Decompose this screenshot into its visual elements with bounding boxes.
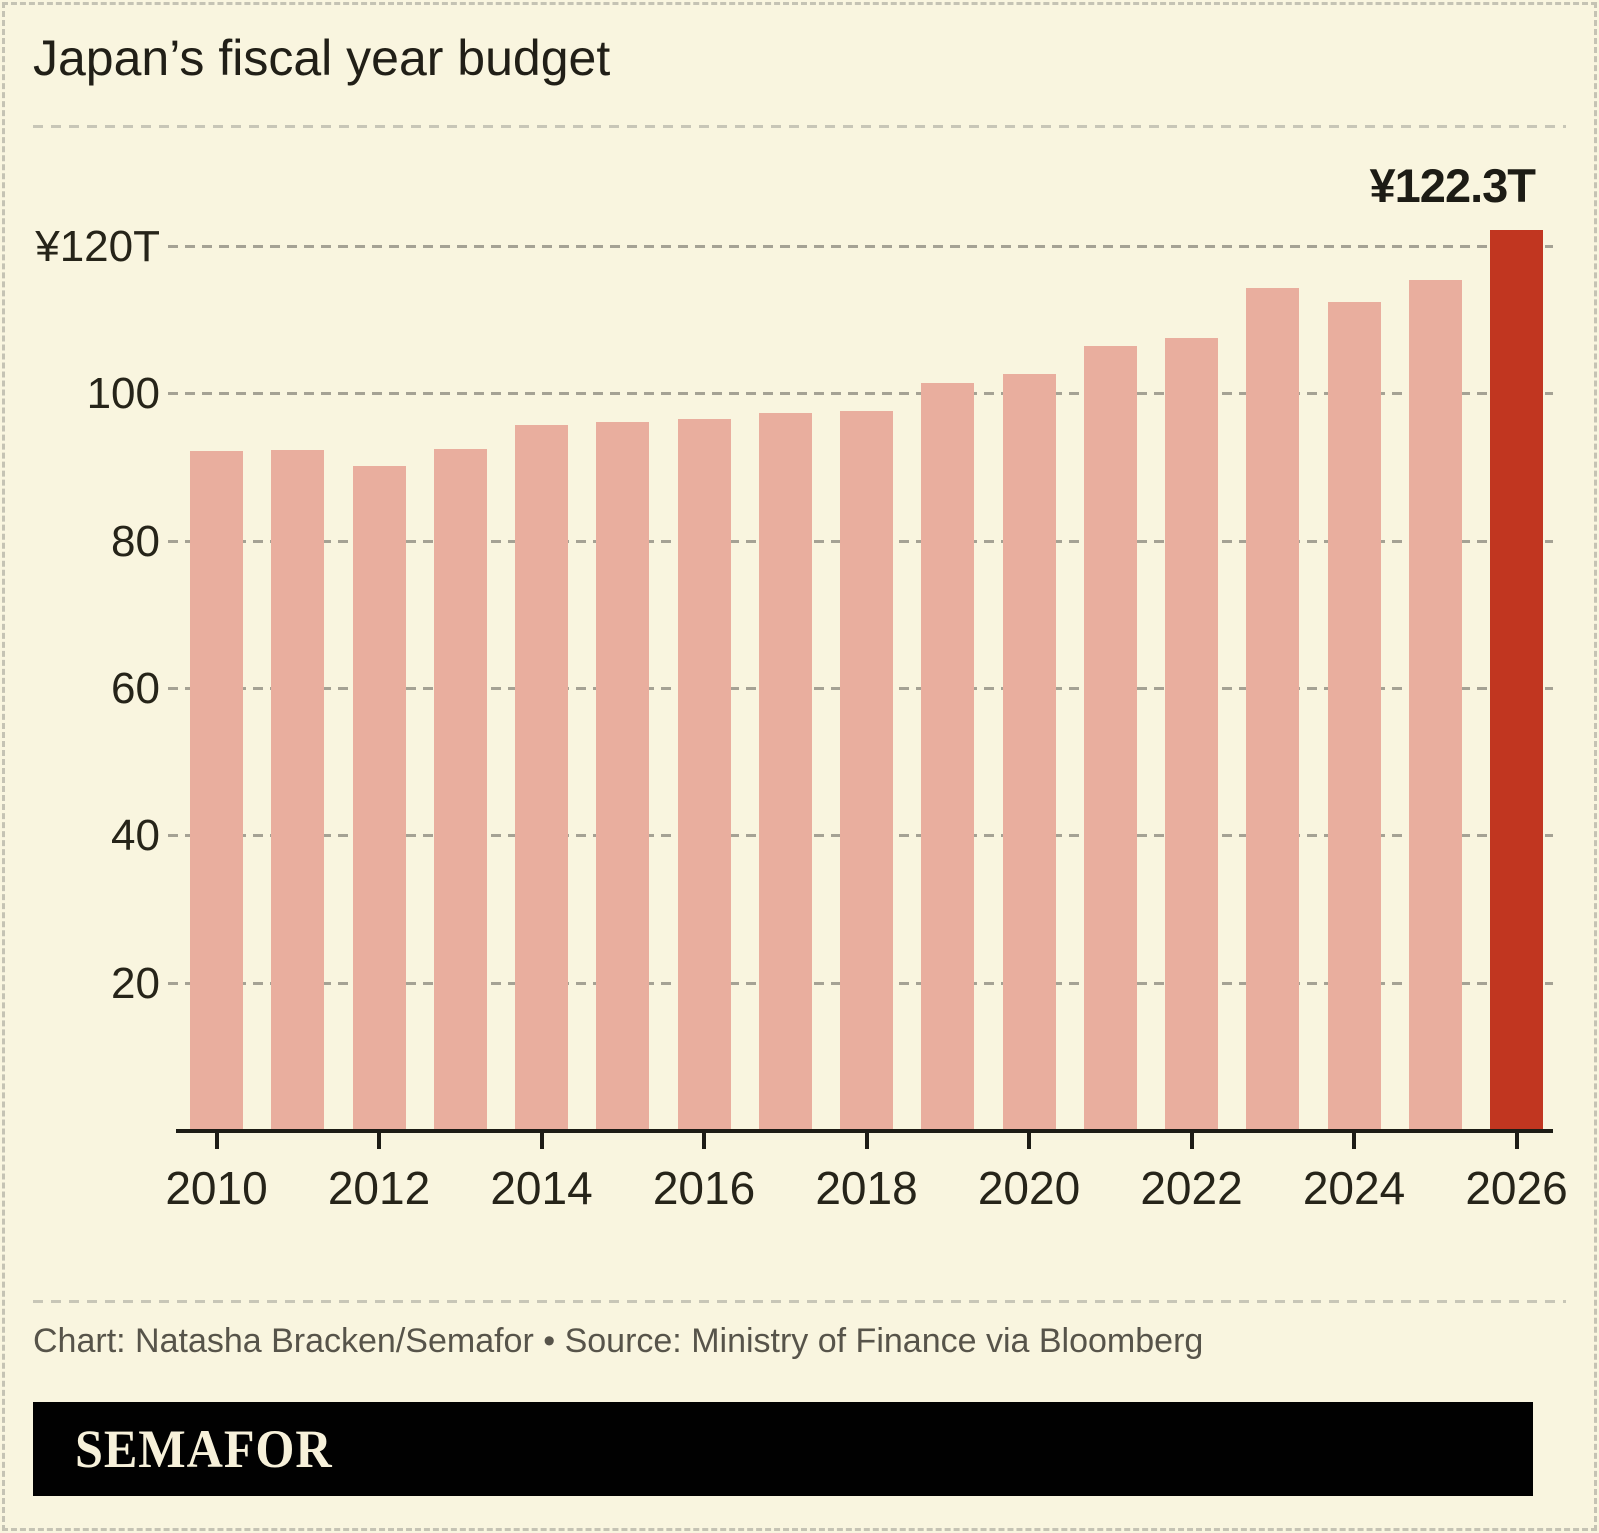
bar-2022 (1165, 338, 1218, 1131)
highlight-value-label: ¥122.3T (1369, 159, 1536, 212)
x-tick-2012 (377, 1133, 381, 1149)
bar-2024 (1327, 302, 1381, 1131)
bar-2021 (1083, 346, 1137, 1131)
gridline-100 (168, 392, 1553, 396)
x-tick-2014 (539, 1133, 544, 1149)
top-separator (33, 125, 1566, 128)
x-tick-label-2024: 2024 (1302, 1162, 1406, 1214)
x-tick-2022 (1189, 1133, 1194, 1149)
bar-2011 (271, 450, 325, 1131)
chart-title: Japan’s fiscal year budget (33, 30, 611, 86)
bar-2023 (1246, 288, 1300, 1131)
x-tick-2026 (1514, 1133, 1519, 1149)
semafor-logo-bar: SEMAFOR (33, 1402, 1533, 1496)
gridline-120 (168, 245, 1553, 248)
y-tick-label-100: 100 (86, 369, 160, 419)
x-tick-2020 (1027, 1133, 1031, 1149)
semafor-logo: SEMAFOR (75, 1419, 333, 1479)
bar-2017 (758, 413, 812, 1131)
x-tick-label-2010: 2010 (165, 1162, 268, 1214)
bottom-separator (33, 1300, 1566, 1303)
bar-2014 (515, 425, 568, 1131)
bar-2020 (1002, 374, 1056, 1131)
bar-2015 (596, 422, 650, 1131)
x-tick-label-2016: 2016 (652, 1162, 756, 1214)
bar-2026 (1490, 230, 1543, 1131)
plot-area (190, 229, 1543, 1131)
x-axis: 2010 2012 2014 2016 2018 2020 2022 2024 2026 (165, 1131, 1568, 1241)
bar-2013 (433, 449, 487, 1131)
x-tick-label-2014: 2014 (490, 1162, 593, 1214)
bar-chart: ¥120T 100 80 60 40 20 (0, 0, 1553, 1133)
attribution-text: Chart: Natasha Bracken/Semafor • Source:… (33, 1322, 1204, 1360)
bar-2012 (352, 466, 406, 1131)
y-tick-label-40: 40 (111, 811, 160, 861)
bar-2016 (677, 419, 731, 1131)
x-tick-2024 (1352, 1133, 1356, 1149)
y-tick-label-80: 80 (111, 516, 160, 566)
bar-2018 (840, 411, 893, 1131)
bar-2025 (1408, 280, 1462, 1131)
x-axis-line (176, 1129, 1553, 1133)
x-tick-2016 (702, 1133, 706, 1149)
x-tick-label-2022: 2022 (1140, 1162, 1243, 1214)
y-tick-label-20: 20 (111, 958, 160, 1008)
x-tick-label-2018: 2018 (815, 1162, 918, 1214)
x-tick-label-2026: 2026 (1465, 1162, 1568, 1214)
x-tick-2010 (214, 1133, 219, 1149)
y-tick-label-60: 60 (111, 664, 160, 713)
x-tick-2018 (864, 1133, 869, 1149)
bar-2010 (190, 451, 243, 1131)
bar-2019 (921, 383, 975, 1131)
y-axis-labels: ¥120T 100 80 60 40 20 (0, 0, 160, 1131)
x-tick-label-2020: 2020 (977, 1162, 1081, 1214)
x-tick-label-2012: 2012 (327, 1162, 431, 1214)
y-tick-label-120: ¥120T (35, 222, 160, 271)
